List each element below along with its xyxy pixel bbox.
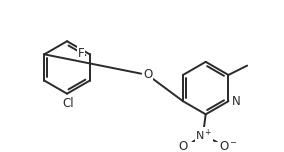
Text: F: F	[78, 47, 85, 60]
Text: N$^+$: N$^+$	[195, 127, 213, 143]
Text: Cl: Cl	[62, 97, 74, 110]
Text: O: O	[179, 140, 188, 152]
Text: O$^-$: O$^-$	[219, 140, 238, 152]
Text: O: O	[143, 68, 152, 81]
Text: N: N	[231, 95, 240, 108]
